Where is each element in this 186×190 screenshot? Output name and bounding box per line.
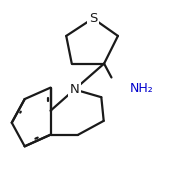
Text: N: N — [70, 83, 79, 96]
Text: NH₂: NH₂ — [130, 82, 154, 95]
Text: S: S — [89, 12, 97, 25]
